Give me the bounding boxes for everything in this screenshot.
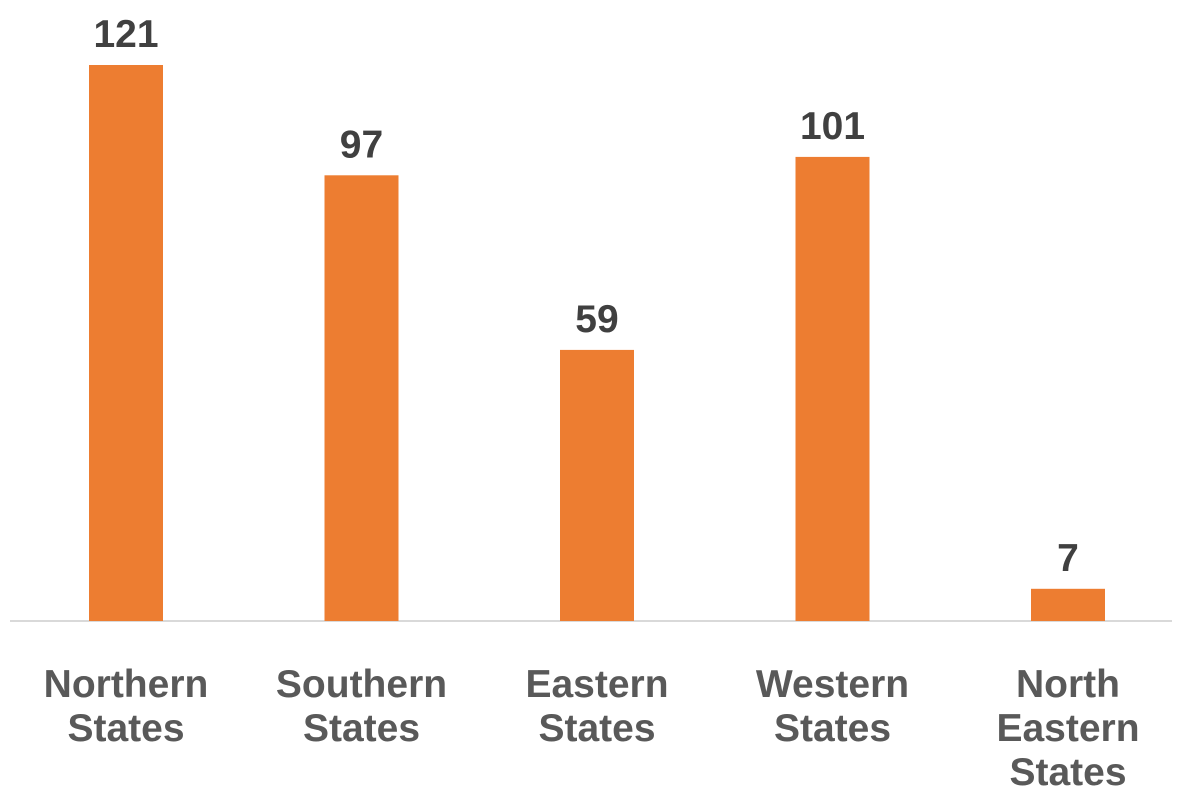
bars-group [89,65,1105,622]
bar-3 [795,156,870,621]
bar-4 [1031,588,1105,621]
category-label-1: Southern States [276,663,447,750]
data-label-1: 97 [340,123,383,166]
category-labels-group: Northern States Southern States Eastern State… [44,663,1140,794]
category-label-2: Eastern States [525,663,668,750]
bar-0 [89,65,163,621]
category-label-0: Northern States [44,663,209,750]
data-label-4: 7 [1057,537,1079,580]
data-label-2: 59 [575,298,618,341]
category-label-4: North Eastern States [996,663,1139,794]
category-label-3: Western States [756,663,909,750]
data-labels-group: 121 97 59 101 7 [93,13,1078,580]
bar-2 [560,349,634,621]
data-label-3: 101 [800,105,865,148]
bar-1 [324,175,399,622]
data-label-0: 121 [93,13,158,56]
